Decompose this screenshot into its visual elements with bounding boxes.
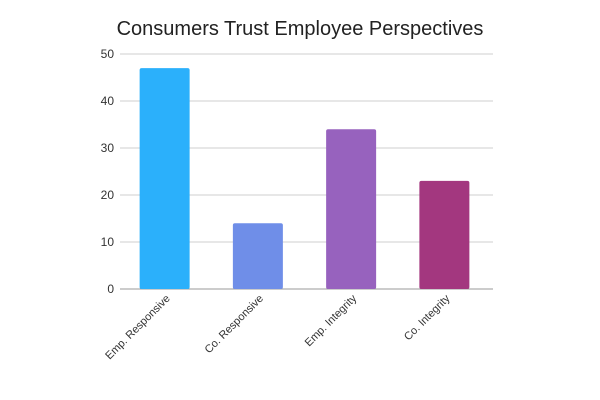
y-tick-label: 30 [101, 141, 115, 155]
y-tick-label: 10 [101, 235, 115, 249]
x-tick-label: Emp. Responsive [103, 293, 172, 362]
chart-title: Consumers Trust Employee Perspectives [117, 18, 484, 40]
x-tick-label: Co. Responsive [203, 293, 266, 356]
x-axis-ticks: Emp. Responsive Co. Responsive Emp. Integr… [103, 292, 453, 362]
y-tick-label: 50 [101, 47, 115, 61]
bar-emp-integrity [326, 129, 377, 289]
bar-co-responsive [232, 223, 283, 289]
bars [139, 68, 470, 289]
x-tick-label: Emp. Integrity [303, 292, 360, 349]
x-tick-label: Co. Integrity [402, 292, 453, 343]
y-tick-label: 0 [107, 282, 114, 296]
y-axis-ticks: 0 10 20 30 40 50 [101, 47, 115, 296]
bar-co-integrity [419, 180, 470, 289]
bar-emp-responsive [139, 68, 190, 289]
y-tick-label: 20 [101, 188, 115, 202]
y-tick-label: 40 [101, 94, 115, 108]
